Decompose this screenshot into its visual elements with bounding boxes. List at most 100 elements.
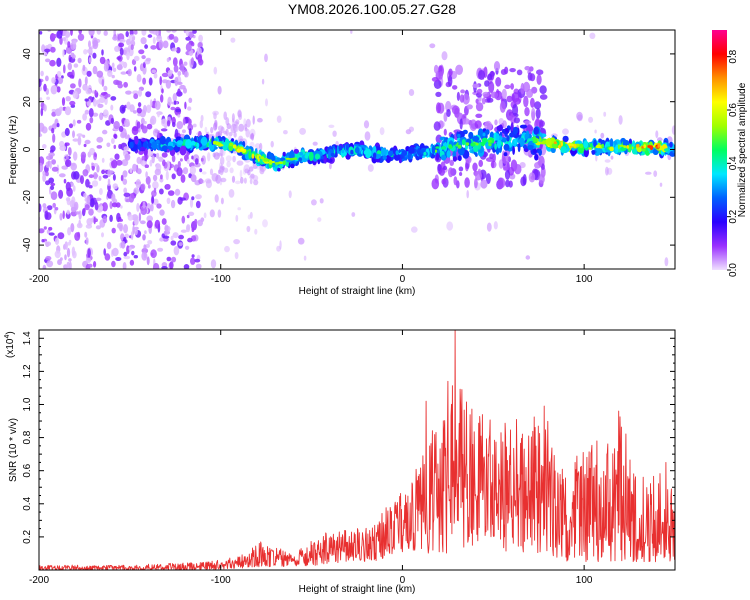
spectrogram-cell	[538, 159, 543, 168]
spectrogram-cell	[457, 133, 461, 138]
spectrogram-cell	[490, 91, 499, 99]
colorbar-tick-label: 0.8	[728, 49, 739, 63]
spectrogram-cell	[88, 208, 94, 216]
spectrogram-cell	[184, 101, 187, 110]
spectrogram-cell	[496, 125, 503, 132]
spectrogram-cell	[197, 219, 204, 227]
spectrogram-cell	[148, 77, 153, 86]
spectrogram-cell	[151, 30, 159, 35]
spectrogram-cell	[455, 64, 463, 76]
spectrogram-cell	[177, 81, 183, 86]
spectrogram-cell	[540, 163, 545, 170]
spectrogram-cell	[257, 117, 263, 123]
spectrogram-cell	[231, 113, 235, 123]
spectrogram-cell	[136, 121, 141, 129]
spectrogram-cell	[84, 204, 90, 211]
spectrogram-cell	[512, 145, 515, 155]
spectrogram-cell	[65, 181, 71, 192]
spectrogram-cell	[88, 30, 95, 36]
spectrogram-cell	[195, 194, 202, 200]
spectrogram-cell	[147, 34, 153, 38]
spectrogram-cell	[136, 156, 142, 164]
spectrogram-cell	[259, 142, 263, 152]
spectrogram-cell	[198, 34, 204, 43]
spectrogram-cell	[457, 155, 462, 162]
spectrogram-cell	[172, 232, 179, 239]
spectrogram-cell	[68, 123, 74, 129]
spectrogram-cell	[435, 102, 442, 114]
spectrogram-cell	[626, 145, 629, 149]
spectrogram-cell	[39, 78, 42, 88]
spectrogram-cell	[270, 140, 274, 148]
spectrogram-cell	[524, 120, 532, 125]
spectrogram-cell	[538, 174, 545, 184]
spectrogram-cell	[184, 245, 190, 250]
spectrogram-cell	[544, 138, 552, 146]
spectrogram-cell	[495, 77, 502, 87]
spectrogram-cell	[56, 123, 60, 128]
spectrogram-cell	[129, 259, 135, 266]
spectrogram-cell	[94, 153, 97, 158]
spectrogram-cell	[160, 94, 164, 103]
spectrogram-cell	[434, 149, 438, 153]
spectrogram-cell	[114, 45, 120, 53]
spectrogram-cell	[142, 65, 147, 75]
spectrogram-cell	[523, 95, 529, 108]
spectrogram-cell	[56, 57, 62, 67]
spectrogram-cell	[452, 85, 458, 90]
spectrogram-cell	[59, 145, 67, 152]
spectrogram-cell	[158, 39, 164, 50]
spectrogram-cell	[201, 155, 206, 165]
spectrogram-cell	[588, 116, 594, 123]
spectrogram-cell	[190, 257, 196, 265]
spectrogram-cell	[142, 77, 147, 85]
spectrogram-cell	[169, 261, 174, 269]
spectrogram-cell	[446, 109, 451, 117]
spectrogram-cell	[56, 30, 63, 39]
spectrogram-cell	[181, 215, 186, 224]
spectrogram-cell	[46, 96, 50, 101]
spectrogram-cell	[95, 225, 101, 230]
spectrogram-cell	[191, 196, 195, 201]
spectrogram-cell	[151, 196, 155, 204]
spectrogram-cell	[372, 152, 377, 159]
spectrogram-cell	[161, 233, 165, 239]
spectrogram-cell	[487, 73, 493, 81]
spectrogram-cell	[317, 217, 322, 223]
spectrogram-cell	[130, 231, 134, 241]
spectrogram-cell	[159, 177, 164, 183]
spectrogram-cell	[86, 218, 93, 226]
spectrogram-cell	[203, 212, 207, 219]
spectrogram-cell	[200, 179, 205, 184]
spectrogram-cell	[158, 156, 164, 162]
spectrogram-cell	[441, 51, 448, 61]
spectrogram-cell	[64, 127, 70, 137]
spectrogram-cell	[112, 174, 116, 181]
spectrogram-cell	[207, 152, 211, 162]
spectrogram-cell	[162, 40, 169, 49]
spectrogram-cell	[128, 246, 132, 251]
spectrogram-cell	[462, 93, 470, 105]
spectrogram-cell	[131, 36, 136, 41]
spectrogram-cell	[225, 128, 229, 136]
spectrogram-cell	[65, 197, 71, 202]
spectrogram-cell	[85, 122, 92, 131]
spectrogram-cell	[86, 70, 92, 77]
spectrogram-cell	[60, 257, 63, 261]
spectrogram-cell	[159, 135, 166, 145]
spectrogram-cell	[177, 114, 181, 118]
spectrogram-cell	[152, 174, 158, 182]
spectrogram-cell	[103, 63, 109, 72]
spectrogram-cell	[330, 152, 335, 157]
spectrogram-cell	[220, 197, 224, 205]
spectrogram-cell	[380, 147, 387, 156]
spectrogram-cell	[212, 152, 216, 158]
spectrogram-cell	[312, 141, 318, 146]
spectrogram-cell	[231, 175, 236, 183]
spectrogram-cell	[50, 191, 58, 201]
snr-x-tick-label: 100	[576, 575, 593, 586]
spectrogram-cell	[236, 160, 244, 166]
spectrogram-cell	[129, 141, 134, 149]
spectrogram-cell	[130, 44, 134, 51]
snr-y-tick-label: 1.4	[22, 331, 33, 345]
